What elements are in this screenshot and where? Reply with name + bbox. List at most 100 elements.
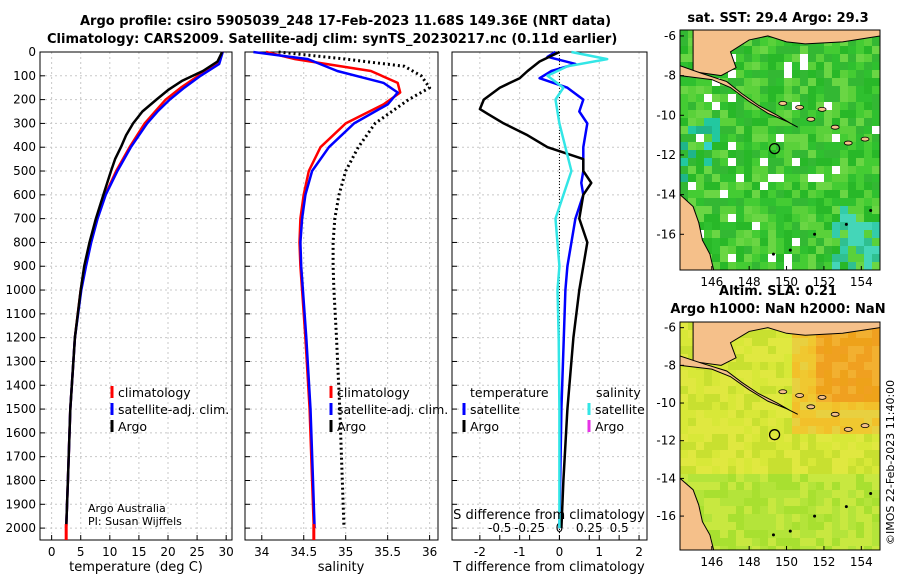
field-cell (808, 158, 816, 166)
field-cell (688, 86, 696, 94)
field-cell (856, 254, 864, 262)
field-cell (736, 86, 744, 94)
x-tick-label: 34 (254, 545, 269, 559)
field-cell (840, 166, 848, 174)
field-cell (704, 118, 712, 126)
title-line-2: Climatology: CARS2009. Satellite-adj cli… (47, 32, 618, 47)
field-cell (744, 410, 752, 418)
field-cell (720, 150, 728, 158)
field-cell (840, 402, 848, 410)
field-cell (776, 206, 784, 214)
field-cell (864, 522, 872, 530)
field-cell (872, 426, 880, 434)
field-cell (688, 434, 696, 442)
top-x-tick-label: 0.5 (610, 521, 629, 535)
field-cell (712, 442, 720, 450)
field-cell (752, 238, 760, 246)
field-cell (720, 434, 728, 442)
field-cell (696, 378, 704, 386)
field-cell (856, 346, 864, 354)
field-cell (864, 214, 872, 222)
field-cell (760, 142, 768, 150)
field-cell (784, 142, 792, 150)
field-cell (832, 110, 840, 118)
field-cell (808, 142, 816, 150)
field-cell (760, 514, 768, 522)
field-cell (792, 70, 800, 78)
field-cell (736, 346, 744, 354)
field-cell (816, 134, 824, 142)
field-cell (760, 498, 768, 506)
field-cell (816, 434, 824, 442)
field-cell (824, 150, 832, 158)
field-cell (832, 362, 840, 370)
field-cell (784, 418, 792, 426)
field-cell (760, 190, 768, 198)
lon-tick-label: 148 (738, 555, 761, 569)
field-cell (720, 546, 728, 550)
field-cell (688, 458, 696, 466)
field-cell (688, 442, 696, 450)
field-cell (736, 402, 744, 410)
field-cell (784, 386, 792, 394)
lon-tick-label: 146 (700, 275, 723, 289)
field-cell (776, 54, 784, 62)
field-cell (776, 338, 784, 346)
field-cell (776, 46, 784, 54)
field-cell (768, 94, 776, 102)
field-cell (872, 110, 880, 118)
field-cell (872, 134, 880, 142)
field-cell (768, 182, 776, 190)
field-cell (832, 70, 840, 78)
island (778, 389, 788, 395)
field-cell (776, 410, 784, 418)
field-cell (872, 182, 880, 190)
field-cell (680, 102, 688, 110)
field-cell (744, 150, 752, 158)
x-tick-label: 2 (635, 545, 643, 559)
field-cell (848, 514, 856, 522)
field-cell (736, 514, 744, 522)
field-cell (864, 370, 872, 378)
field-cell (784, 434, 792, 442)
field-cell (808, 466, 816, 474)
field-cell (744, 418, 752, 426)
y-tick-label: 1600 (5, 426, 36, 440)
field-cell (736, 134, 744, 142)
field-cell (704, 190, 712, 198)
field-cell (736, 222, 744, 230)
field-cell (704, 434, 712, 442)
field-cell (800, 354, 808, 362)
field-cell (864, 474, 872, 482)
field-cell (864, 458, 872, 466)
field-cell (760, 62, 768, 70)
field-cell (696, 402, 704, 410)
field-cell (808, 182, 816, 190)
field-cell (744, 238, 752, 246)
field-cell (808, 530, 816, 538)
field-cell (768, 142, 776, 150)
field-cell (792, 386, 800, 394)
field-cell (760, 506, 768, 514)
series-line-t-argo (478, 50, 593, 529)
field-cell (736, 246, 744, 254)
field-cell (760, 538, 768, 546)
field-cell (760, 110, 768, 118)
field-cell (832, 338, 840, 346)
field-cell (768, 46, 776, 54)
y-tick-label: 800 (13, 235, 36, 249)
field-cell (736, 498, 744, 506)
field-cell (776, 70, 784, 78)
field-cell (864, 506, 872, 514)
field-cell (760, 254, 768, 262)
field-cell (800, 458, 808, 466)
field-cell (736, 254, 744, 262)
field-cell (840, 354, 848, 362)
field-cell (688, 338, 696, 346)
field-cell (688, 370, 696, 378)
field-cell (776, 198, 784, 206)
field-cell (856, 134, 864, 142)
field-cell (776, 458, 784, 466)
field-cell (760, 522, 768, 530)
field-cell (832, 434, 840, 442)
